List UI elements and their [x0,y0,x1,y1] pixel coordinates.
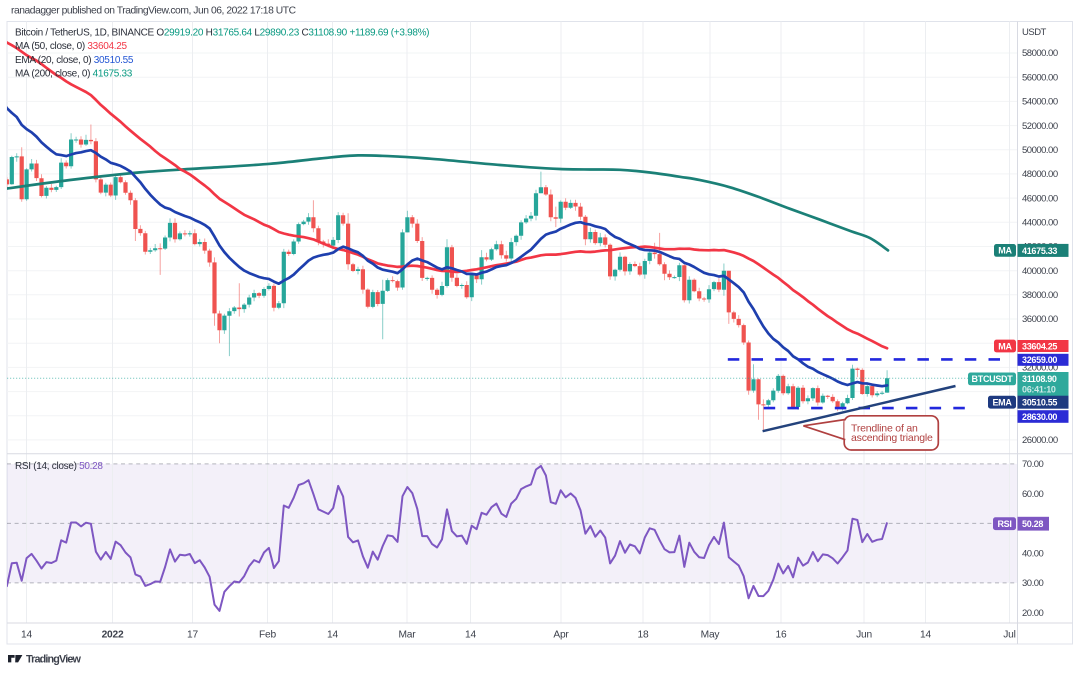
svg-text:14: 14 [465,630,476,641]
svg-text:EMA (20, close, 0) 30510.55: EMA (20, close, 0) 30510.55 [15,55,134,66]
svg-text:52000.00: 52000.00 [1022,121,1058,132]
svg-text:MA (50, close, 0) 33604.25: MA (50, close, 0) 33604.25 [15,41,127,52]
svg-text:50000.00: 50000.00 [1022,145,1058,156]
svg-text:32659.00: 32659.00 [1022,355,1057,365]
svg-text:14: 14 [920,630,931,641]
svg-text:06:41:10: 06:41:10 [1022,384,1056,394]
svg-text:RSI (14, close) 50.28: RSI (14, close) 50.28 [15,461,103,472]
svg-text:31108.90: 31108.90 [1022,374,1057,384]
svg-text:58000.00: 58000.00 [1022,48,1058,59]
svg-text:30.00: 30.00 [1022,578,1043,589]
svg-text:TradingView: TradingView [26,654,82,666]
svg-text:MA: MA [998,341,1012,351]
svg-text:41675.33: 41675.33 [1022,246,1057,256]
svg-text:Jul: Jul [1003,630,1015,641]
svg-text:Bitcoin / TetherUS, 1D, BINANC: Bitcoin / TetherUS, 1D, BINANCE O29919.2… [15,28,429,39]
svg-text:USDT: USDT [1022,27,1047,38]
svg-text:33604.25: 33604.25 [1022,341,1057,351]
svg-text:Apr: Apr [553,630,569,641]
svg-text:32000.00: 32000.00 [1022,363,1058,374]
svg-text:40.00: 40.00 [1022,548,1043,559]
svg-text:36000.00: 36000.00 [1022,314,1058,325]
svg-text:ranadagger published on Tradin: ranadagger published on TradingView.com,… [11,6,297,17]
svg-text:44000.00: 44000.00 [1022,218,1058,229]
svg-text:Jun: Jun [856,630,872,641]
svg-text:EMA: EMA [992,398,1012,408]
svg-text:May: May [701,630,721,641]
svg-text:MA: MA [998,246,1012,256]
svg-text:30510.55: 30510.55 [1022,398,1057,408]
svg-text:Feb: Feb [259,630,276,641]
svg-text:RSI: RSI [997,519,1011,529]
svg-text:26000.00: 26000.00 [1022,435,1058,446]
svg-text:40000.00: 40000.00 [1022,266,1058,277]
svg-text:56000.00: 56000.00 [1022,72,1058,83]
svg-text:20.00: 20.00 [1022,608,1043,619]
svg-text:18: 18 [638,630,649,641]
svg-text:14: 14 [327,630,338,641]
svg-text:Trendline of an: Trendline of an [851,423,918,435]
svg-text:46000.00: 46000.00 [1022,193,1058,204]
svg-text:48000.00: 48000.00 [1022,169,1058,180]
svg-text:14: 14 [21,630,32,641]
svg-text:MA (200, close, 0) 41675.33: MA (200, close, 0) 41675.33 [15,68,133,79]
svg-text:54000.00: 54000.00 [1022,97,1058,108]
svg-text:16: 16 [776,630,787,641]
svg-text:17: 17 [187,630,198,641]
svg-text:38000.00: 38000.00 [1022,290,1058,301]
svg-text:50.28: 50.28 [1022,519,1043,529]
svg-text:2022: 2022 [102,630,124,641]
svg-text:28630.00: 28630.00 [1022,412,1057,422]
svg-text:Mar: Mar [399,630,417,641]
svg-text:ascending triangle: ascending triangle [851,432,933,444]
svg-text:60.00: 60.00 [1022,489,1043,500]
svg-text:70.00: 70.00 [1022,459,1043,470]
svg-text:BTCUSDT: BTCUSDT [972,374,1014,384]
